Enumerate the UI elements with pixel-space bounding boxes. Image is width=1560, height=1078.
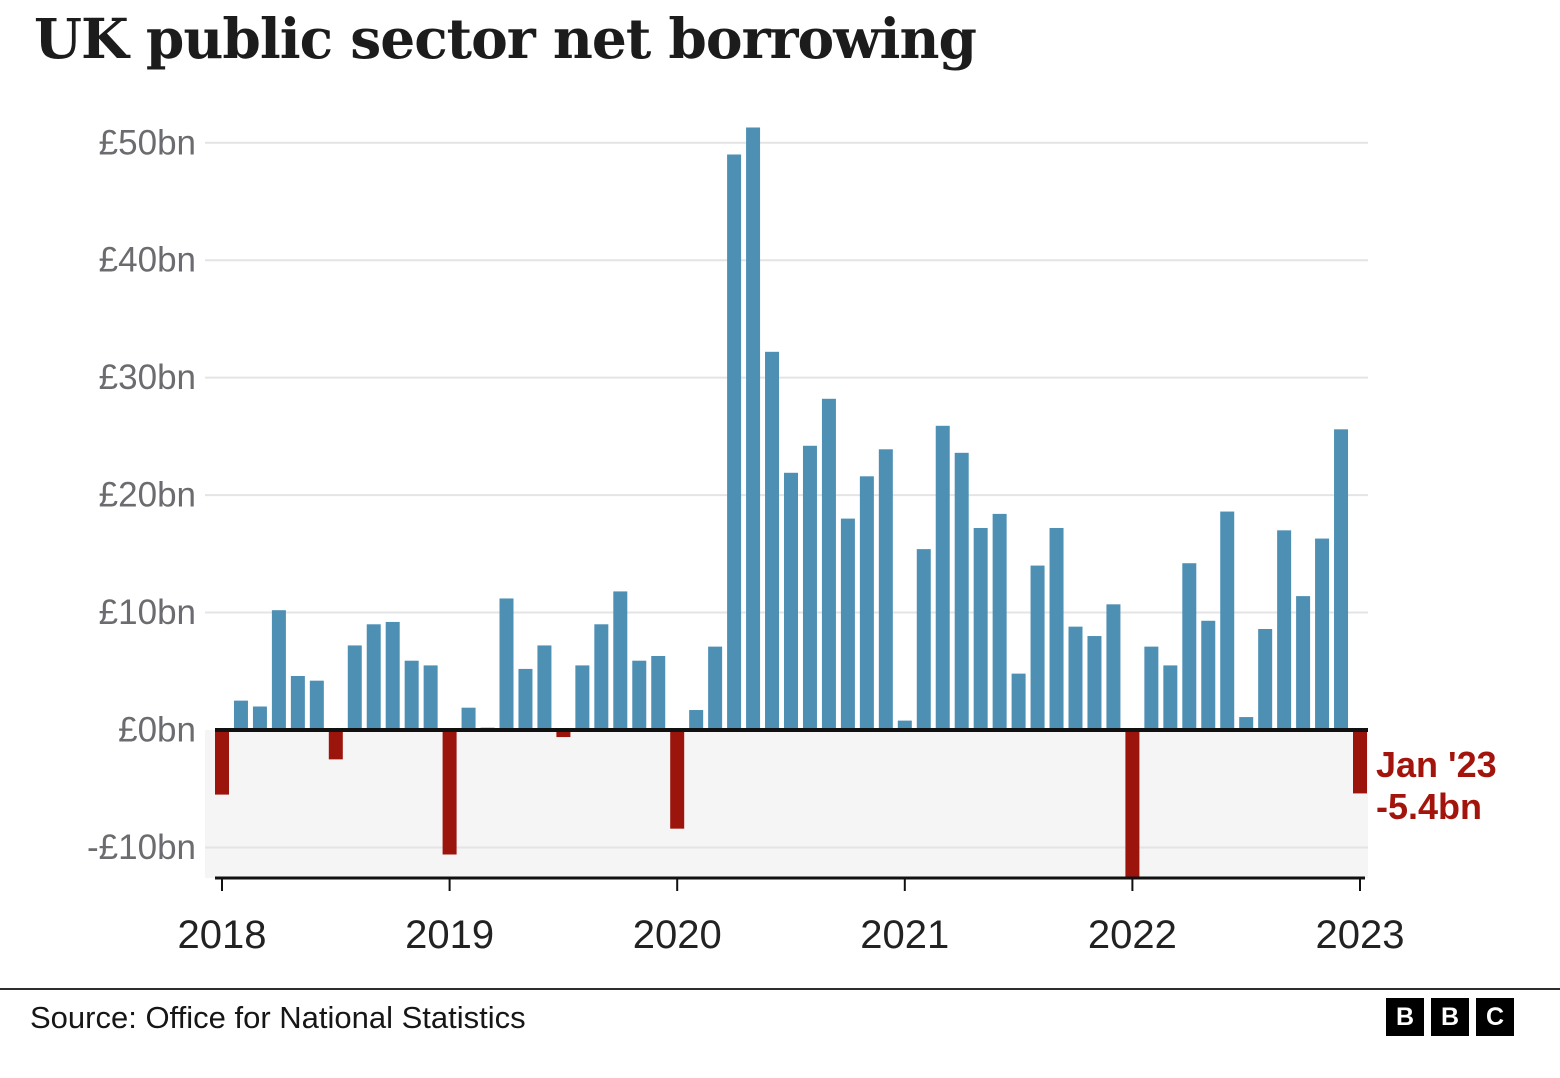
bar: [859, 476, 874, 730]
x-axis-tick-label: 2023: [1316, 913, 1405, 957]
bar: [821, 398, 836, 730]
y-axis-tick-label: £50bn: [99, 123, 196, 162]
source-text: Source: Office for National Statistics: [30, 1000, 526, 1035]
bar: [1182, 563, 1197, 730]
bar: [309, 680, 324, 730]
bar: [727, 154, 742, 730]
y-axis-tick-label: £10bn: [99, 593, 196, 632]
bar: [670, 730, 685, 829]
bar: [935, 425, 950, 730]
bbc-logo: B B C: [1386, 998, 1514, 1036]
bar: [404, 660, 419, 730]
bar: [784, 472, 798, 730]
bar: [916, 549, 931, 730]
footer-divider: [0, 988, 1560, 990]
y-axis-tick-label: £0bn: [118, 711, 196, 750]
bar: [215, 730, 229, 795]
bar: [271, 610, 286, 730]
bar: [575, 665, 590, 730]
bar: [613, 591, 628, 730]
x-axis-tick-label: 2022: [1088, 913, 1177, 957]
bar: [252, 706, 267, 730]
bar: [442, 730, 457, 855]
chart-title: UK public sector net borrowing: [34, 6, 977, 71]
bar: [1068, 626, 1083, 730]
annotation-value: -5.4bn: [1376, 786, 1483, 828]
y-axis-tick-label: £30bn: [99, 358, 196, 397]
x-axis-tick-label: 2021: [860, 913, 949, 957]
bar: [689, 710, 704, 730]
bar: [385, 621, 400, 730]
bar: [423, 665, 438, 730]
x-axis-tick-label: 2020: [633, 913, 722, 957]
y-axis-tick-label: £20bn: [99, 476, 196, 515]
bar: [1334, 429, 1349, 730]
x-axis-tick-label: 2019: [405, 913, 494, 957]
bar: [708, 646, 723, 730]
bar: [1144, 646, 1159, 730]
bar: [1087, 636, 1102, 730]
bar: [1125, 730, 1140, 878]
bbc-logo-block: B: [1431, 998, 1469, 1036]
bar-chart: £50bn £40bn £30bn £20bn £10bn £0bn -£10bn 2018 2…: [87, 123, 1405, 957]
bar: [594, 624, 609, 730]
bar: [347, 645, 362, 730]
x-axis-tick-label: 2018: [178, 913, 267, 957]
annotation-label: Jan '23: [1376, 744, 1497, 785]
bar: [1353, 730, 1367, 794]
bar: [1239, 717, 1254, 730]
bar: [651, 656, 666, 730]
bar: [1049, 527, 1064, 730]
bbc-logo-block: C: [1476, 998, 1514, 1036]
bar: [1296, 596, 1311, 730]
bar: [233, 700, 248, 730]
bar: [992, 513, 1007, 730]
bar: [765, 351, 780, 730]
bar: [1030, 565, 1045, 730]
bar: [840, 518, 855, 730]
bar: [499, 598, 514, 730]
bar: [954, 452, 969, 730]
bar: [1258, 628, 1273, 730]
bar: [973, 527, 988, 730]
bar: [1011, 673, 1026, 730]
bar: [556, 730, 571, 738]
below-zero-band: [205, 730, 1368, 878]
bar: [1106, 604, 1121, 730]
bar: [290, 675, 305, 730]
bbc-logo-block: B: [1386, 998, 1424, 1036]
bar: [366, 624, 381, 730]
bar: [1277, 530, 1292, 730]
bar: [802, 445, 817, 730]
bar: [518, 668, 533, 730]
annotation: Jan '23 -5.4bn: [1376, 744, 1497, 829]
bar: [1315, 538, 1330, 730]
bar: [461, 707, 476, 730]
bar: [537, 645, 552, 730]
bar: [897, 720, 912, 730]
bar: [1201, 620, 1216, 730]
bar: [328, 730, 343, 760]
bar: [1163, 665, 1178, 730]
bar: [1220, 511, 1235, 730]
bar: [878, 449, 893, 730]
y-axis-tick-label: £40bn: [99, 241, 196, 280]
bar: [746, 127, 761, 730]
y-axis-tick-label: -£10bn: [87, 828, 196, 867]
bar: [632, 660, 647, 730]
